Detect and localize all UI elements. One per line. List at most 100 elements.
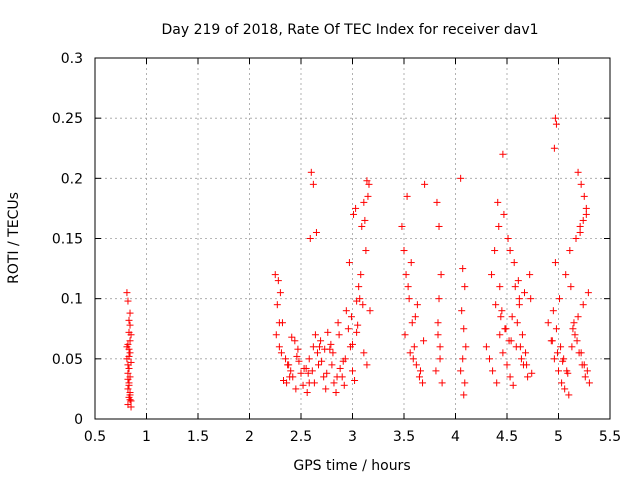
data-point bbox=[493, 379, 501, 387]
data-point bbox=[577, 180, 585, 188]
data-point bbox=[123, 289, 131, 297]
data-point bbox=[275, 343, 283, 351]
data-point bbox=[316, 343, 324, 351]
y-tick-label: 0.15 bbox=[52, 232, 83, 248]
data-point bbox=[358, 222, 366, 230]
data-point bbox=[496, 331, 504, 339]
data-point bbox=[579, 301, 587, 309]
data-point bbox=[126, 321, 134, 329]
data-point bbox=[333, 373, 341, 381]
data-point bbox=[557, 343, 565, 351]
y-axis-label: ROTI / TECUs bbox=[6, 192, 22, 284]
data-point bbox=[574, 313, 582, 321]
data-point bbox=[124, 361, 132, 369]
data-point bbox=[327, 340, 335, 348]
data-point bbox=[435, 222, 443, 230]
grid-lines bbox=[95, 58, 610, 419]
x-tick-label: 1 bbox=[142, 429, 151, 445]
data-point bbox=[577, 349, 585, 357]
data-point bbox=[527, 295, 535, 303]
data-point bbox=[434, 319, 442, 327]
data-point bbox=[361, 216, 369, 224]
data-point bbox=[335, 331, 343, 339]
data-point bbox=[318, 357, 326, 365]
data-point bbox=[576, 222, 584, 230]
data-point bbox=[307, 168, 315, 176]
data-point bbox=[497, 313, 505, 321]
data-point bbox=[364, 192, 372, 200]
data-point bbox=[317, 337, 325, 345]
data-point bbox=[306, 235, 314, 242]
data-point bbox=[330, 379, 338, 387]
data-point bbox=[321, 345, 329, 353]
data-point bbox=[421, 180, 429, 188]
data-point bbox=[567, 283, 575, 291]
data-point bbox=[409, 355, 417, 363]
data-point bbox=[558, 379, 566, 387]
data-point bbox=[349, 367, 356, 375]
data-point bbox=[345, 259, 353, 267]
data-point bbox=[415, 373, 423, 381]
x-axis: 0.5 1 1.5 2 2.5 3 3.5 4 4.5 5 5.5 bbox=[84, 58, 621, 445]
data-point bbox=[342, 307, 350, 315]
data-point bbox=[339, 357, 347, 365]
data-point bbox=[502, 325, 510, 333]
data-point bbox=[126, 337, 134, 345]
data-point bbox=[362, 247, 370, 255]
data-point bbox=[324, 328, 332, 336]
data-point bbox=[524, 373, 532, 381]
data-point bbox=[411, 313, 419, 321]
data-point bbox=[360, 349, 368, 357]
data-point bbox=[124, 385, 132, 393]
data-point bbox=[548, 337, 556, 345]
data-point bbox=[403, 192, 411, 200]
data-point bbox=[359, 301, 367, 309]
data-point bbox=[580, 361, 588, 369]
data-point bbox=[523, 361, 531, 369]
data-point bbox=[485, 355, 493, 363]
data-point bbox=[457, 367, 465, 375]
data-point bbox=[458, 307, 466, 315]
data-point bbox=[304, 369, 312, 377]
data-point bbox=[365, 180, 373, 188]
data-point bbox=[566, 247, 574, 255]
data-point bbox=[398, 222, 406, 230]
data-point bbox=[582, 204, 590, 212]
data-point bbox=[564, 369, 572, 377]
data-point bbox=[553, 349, 561, 357]
data-point bbox=[517, 355, 525, 363]
data-point bbox=[506, 247, 514, 255]
data-point bbox=[459, 265, 467, 273]
data-point bbox=[582, 210, 590, 218]
data-point bbox=[126, 349, 134, 357]
data-point bbox=[568, 343, 576, 351]
data-point bbox=[124, 369, 132, 377]
data-point bbox=[355, 283, 363, 291]
data-point bbox=[506, 373, 514, 381]
data-point bbox=[334, 319, 342, 327]
data-point bbox=[124, 375, 132, 383]
data-point bbox=[461, 379, 469, 387]
data-point bbox=[401, 331, 409, 339]
data-point bbox=[508, 313, 516, 321]
data-point bbox=[550, 144, 558, 152]
data-point bbox=[489, 367, 497, 375]
data-point bbox=[562, 271, 570, 279]
data-point bbox=[271, 271, 279, 279]
y-tick-label: 0 bbox=[74, 412, 83, 428]
data-point bbox=[313, 349, 321, 357]
data-point bbox=[433, 198, 441, 206]
data-point bbox=[437, 271, 445, 279]
x-tick-label: 0.5 bbox=[84, 429, 106, 445]
data-point bbox=[500, 210, 508, 218]
data-point bbox=[127, 403, 135, 411]
data-point bbox=[494, 198, 502, 206]
data-point bbox=[504, 235, 512, 242]
data-point bbox=[363, 177, 371, 185]
data-point bbox=[435, 295, 443, 303]
data-point bbox=[416, 367, 424, 375]
data-point bbox=[405, 295, 413, 303]
data-point bbox=[127, 397, 135, 405]
data-point bbox=[491, 247, 499, 255]
